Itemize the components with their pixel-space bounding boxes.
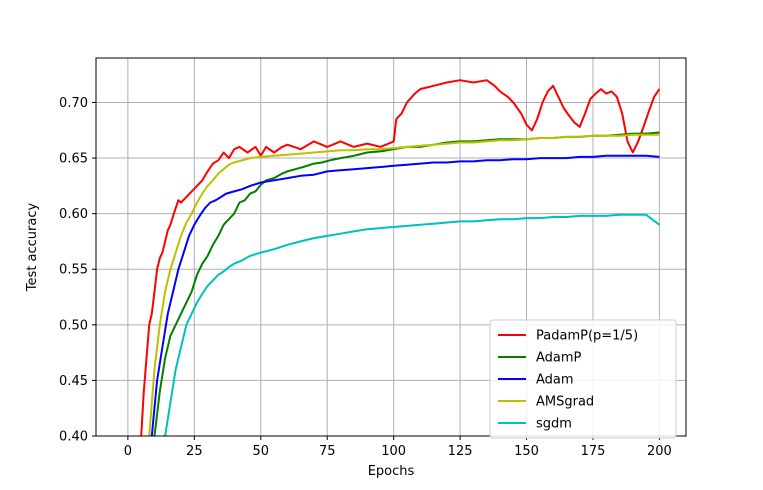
x-tick-label: 200 xyxy=(647,444,672,459)
y-axis-label: Test accuracy xyxy=(25,203,40,293)
legend-label: PadamP(p=1/5) xyxy=(536,329,638,344)
x-tick-label: 75 xyxy=(319,444,336,459)
y-tick-label: 0.55 xyxy=(59,263,88,278)
y-tick-label: 0.60 xyxy=(59,207,88,222)
x-tick-label: 0 xyxy=(124,444,132,459)
legend: PadamP(p=1/5) AdamP Adam AMSgrad sgdm xyxy=(489,319,677,439)
y-tick-label: 0.50 xyxy=(59,318,88,333)
y-tick-label: 0.65 xyxy=(59,152,88,167)
legend-label: sgdm xyxy=(536,417,572,432)
x-tick-label: 150 xyxy=(514,444,539,459)
x-tick-label: 125 xyxy=(448,444,473,459)
x-tick-label: 25 xyxy=(186,444,203,459)
legend-label: Adam xyxy=(536,373,574,388)
series-line-padamp-p-1-5 xyxy=(140,79,661,436)
series-line-amsgrad xyxy=(148,133,660,436)
series-line-adam xyxy=(150,154,660,436)
legend-label: AMSgrad xyxy=(536,395,594,410)
plot-frame xyxy=(95,57,687,437)
legend-box xyxy=(489,319,677,439)
series-line-sgdm xyxy=(164,213,661,436)
x-tick-label: 50 xyxy=(253,444,270,459)
ticks: 0 25 50 75 100 125 150 175 200 0.40 0.45 0.50 0.55 0.… xyxy=(59,96,672,459)
series-group xyxy=(140,79,661,436)
y-tick-label: 0.40 xyxy=(59,430,88,445)
x-axis-label: Epochs xyxy=(368,464,415,479)
y-tick-label: 0.70 xyxy=(59,96,88,111)
legend-label: AdamP xyxy=(536,351,582,366)
y-tick-label: 0.45 xyxy=(59,374,88,389)
x-tick-label: 100 xyxy=(381,444,406,459)
x-tick-label: 175 xyxy=(581,444,606,459)
